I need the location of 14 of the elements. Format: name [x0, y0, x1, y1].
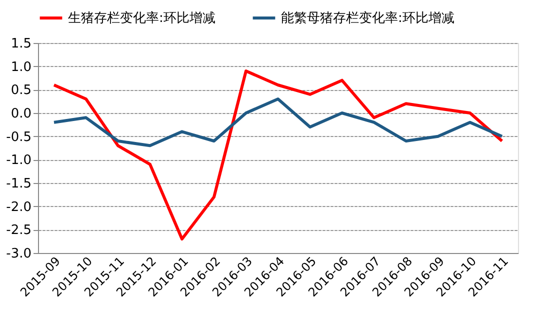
legend-label: 能繁母猪存栏变化率:环比增减 — [281, 10, 454, 26]
y-tick-label: -0.5 — [6, 130, 32, 145]
y-tick-label: 0.0 — [10, 106, 32, 122]
legend-label: 生猪存栏变化率:环比增减 — [68, 10, 216, 26]
y-tick-label: -1.5 — [6, 176, 32, 192]
y-tick-label: -3.0 — [6, 246, 32, 262]
y-tick-label: 0.5 — [10, 83, 32, 98]
y-tick-label: 1.5 — [10, 36, 32, 52]
line-series — [52, 70, 504, 240]
y-tick-label: -2.0 — [6, 200, 32, 215]
y-tick-label: -1.0 — [6, 153, 32, 168]
line-series — [52, 98, 504, 148]
y-tick-label: -2.5 — [6, 223, 32, 238]
y-tick-label: 1.0 — [10, 60, 32, 75]
